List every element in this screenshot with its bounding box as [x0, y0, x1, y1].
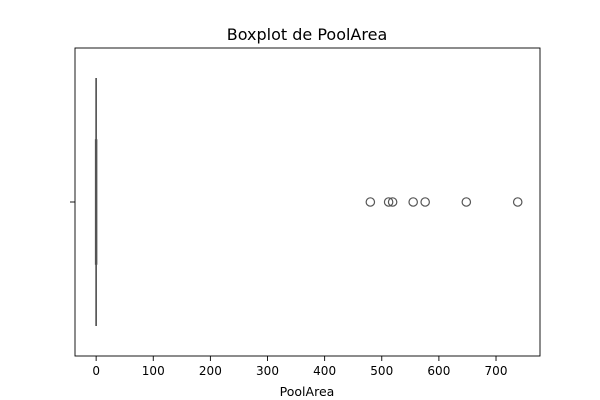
- outlier-point: [408, 197, 418, 207]
- x-axis: 0 100 200 300 400 500 600 700: [92, 356, 507, 378]
- box-plot: [94, 78, 98, 326]
- x-axis-label: PoolArea: [280, 384, 335, 399]
- x-tick-label: 700: [485, 364, 508, 378]
- outlier-point: [420, 197, 430, 207]
- x-tick-label: 300: [256, 364, 279, 378]
- x-tick-label: 200: [199, 364, 222, 378]
- outlier-point: [461, 197, 472, 207]
- outlier-point: [387, 197, 398, 207]
- x-tick-label: 500: [370, 364, 393, 378]
- x-tick-label: 400: [313, 364, 336, 378]
- x-tick-label: 100: [142, 364, 165, 378]
- outlier-point: [383, 197, 394, 207]
- outlier-point: [365, 197, 376, 207]
- chart-title: Boxplot de PoolArea: [227, 25, 388, 44]
- outlier-point: [512, 197, 523, 207]
- outlier-points: [365, 197, 523, 207]
- x-tick-label: 0: [92, 364, 100, 378]
- x-tick-label: 600: [427, 364, 450, 378]
